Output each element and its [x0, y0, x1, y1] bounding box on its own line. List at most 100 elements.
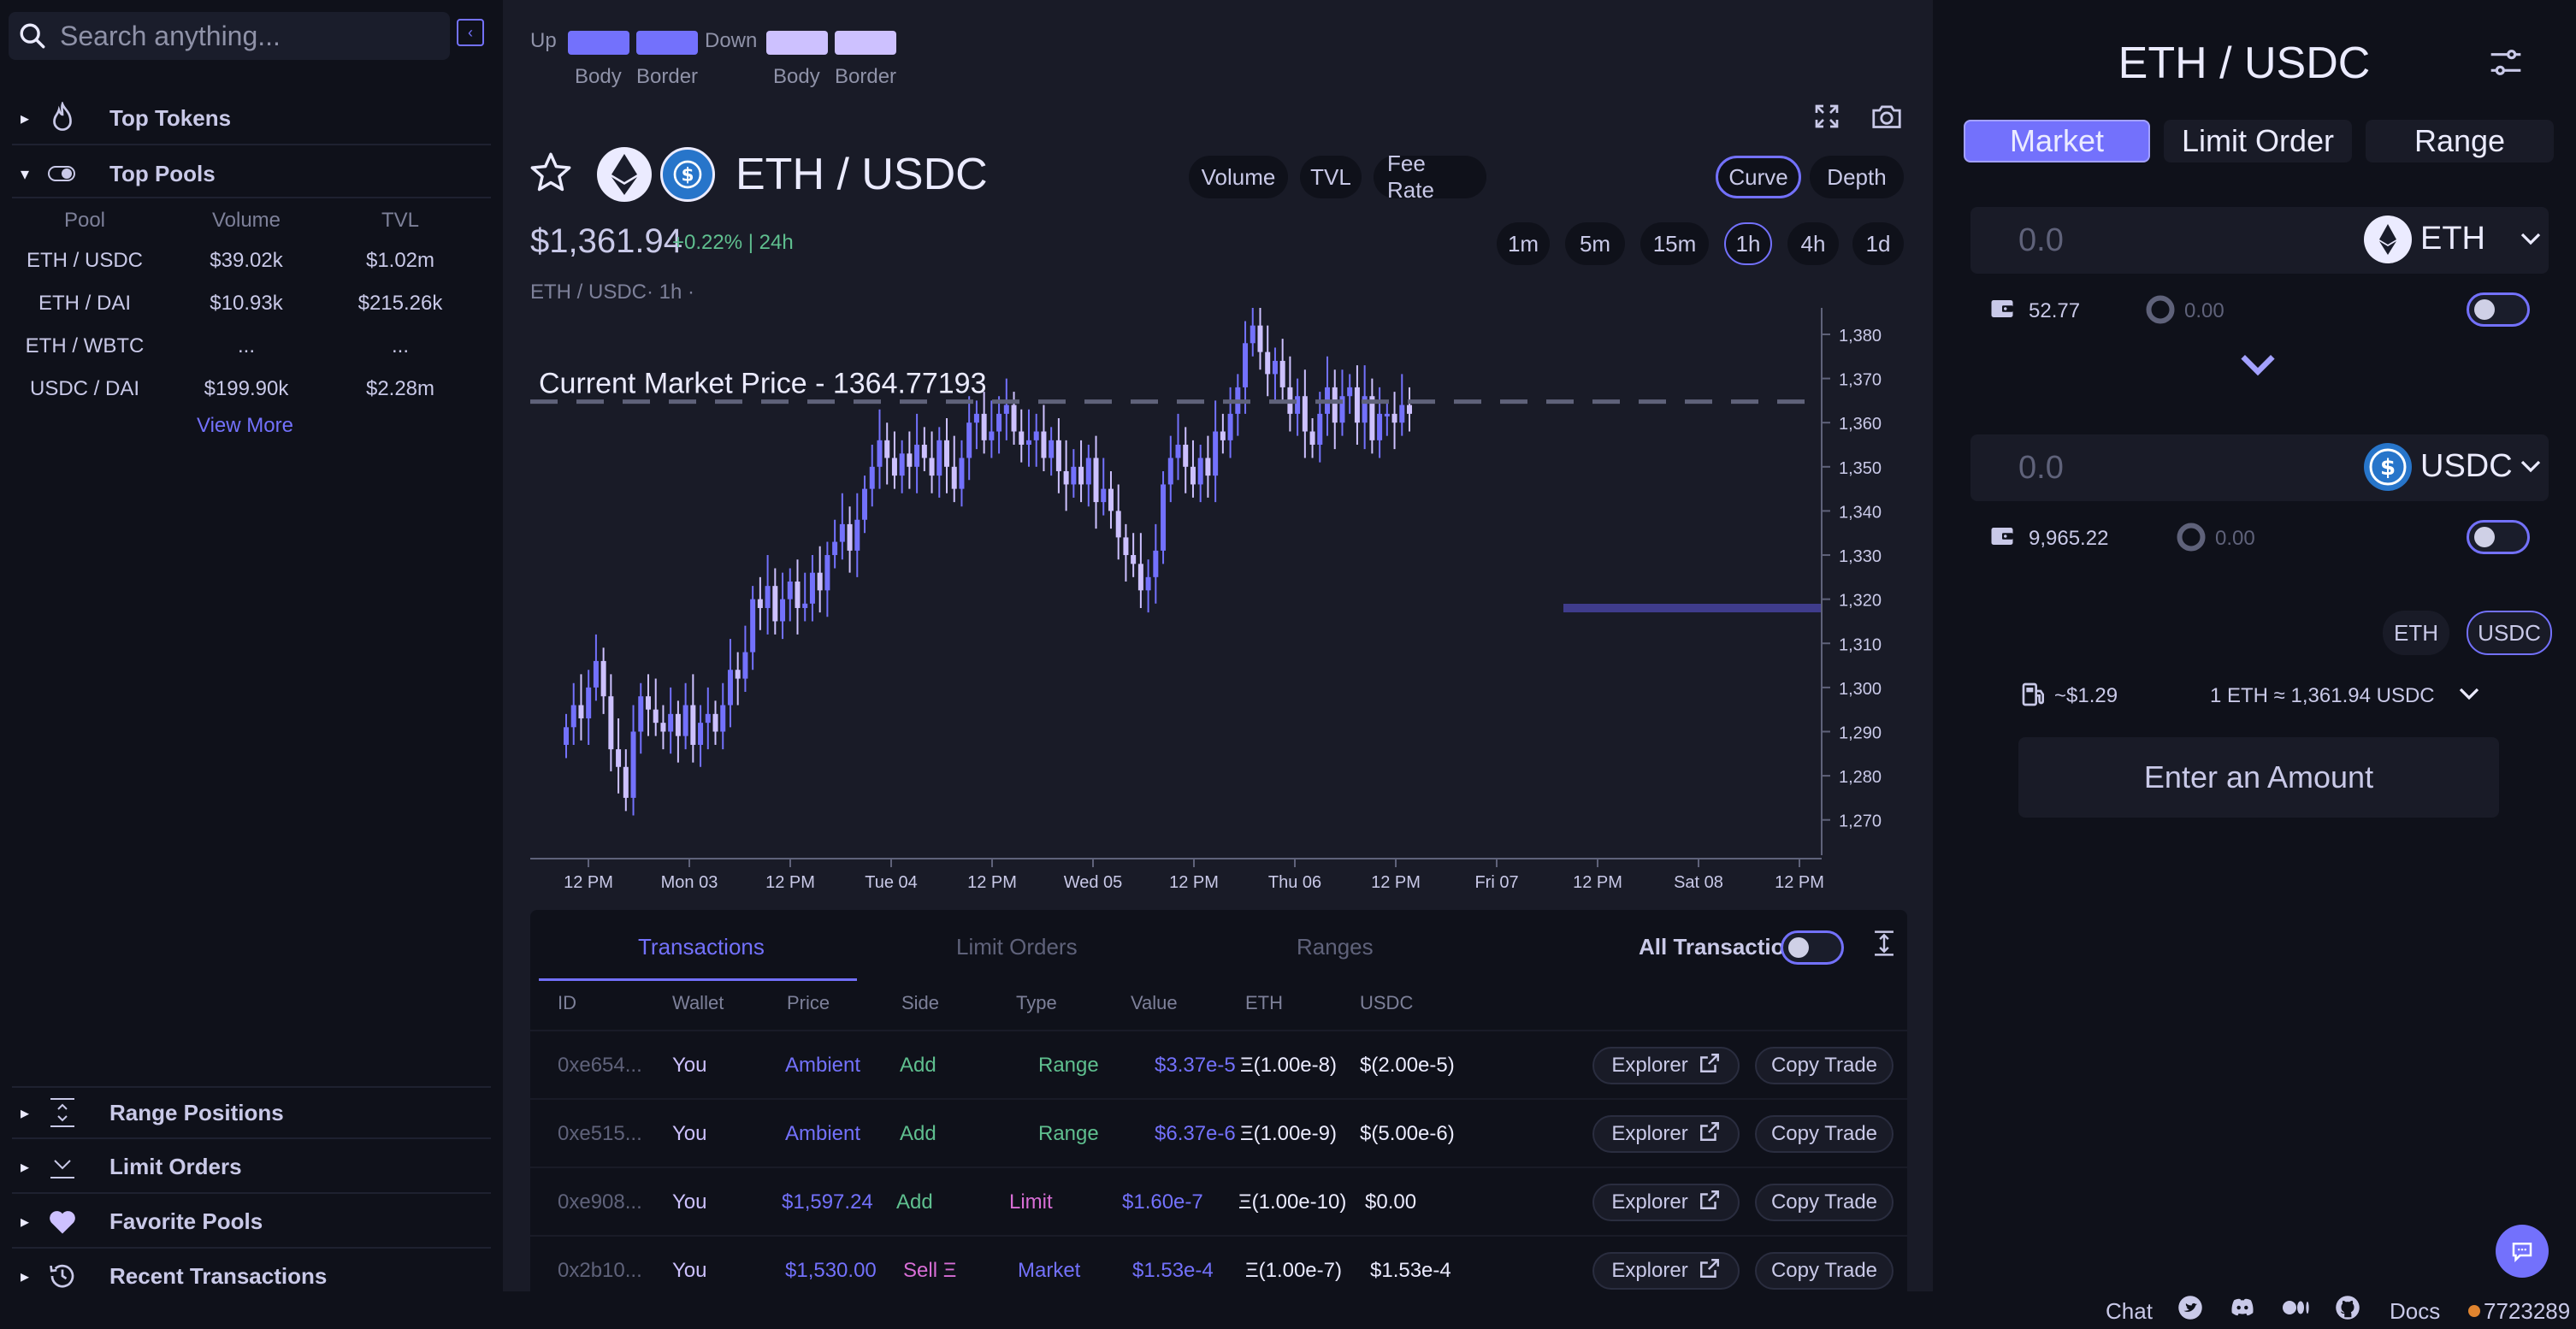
docs-link[interactable]: Docs [2390, 1298, 2441, 1324]
candle-body [989, 431, 995, 440]
settings-sliders-icon[interactable] [2489, 48, 2523, 81]
token-a-amount[interactable]: 0.0 [2018, 222, 2064, 258]
all-transactions-toggle[interactable] [1781, 930, 1844, 965]
sidebar-section-limit-orders[interactable]: ▸ Limit Orders [12, 1141, 491, 1194]
table-row[interactable]: 0xe654... You Ambient Add Range $3.37e-5… [530, 1030, 1907, 1098]
discord-icon[interactable] [2229, 1295, 2256, 1326]
table-row[interactable]: ETH / DAI $10.93k $215.26k [0, 282, 501, 325]
candle-body [570, 705, 576, 728]
timeframe-4h-button[interactable]: 4h [1787, 222, 1839, 265]
candle-body [1049, 440, 1055, 458]
denom-usdc-button[interactable]: USDC [2467, 611, 2552, 655]
enter-amount-button[interactable]: Enter an Amount [2018, 737, 2499, 818]
token-b-amount[interactable]: 0.0 [2018, 450, 2064, 486]
token-a-input[interactable]: 0.0 ETH [1970, 207, 2549, 274]
tab-ranges[interactable]: Ranges [1297, 934, 1374, 960]
fee-rate-toggle-button[interactable]: Fee Rate [1374, 151, 1486, 203]
token-b-symbol[interactable]: USDC [2420, 448, 2513, 484]
copy-trade-button[interactable]: Copy Trade [1755, 1184, 1894, 1221]
candle-body [564, 727, 569, 745]
exchange-rate[interactable]: 1 ETH ≈ 1,361.94 USDC [2210, 684, 2435, 707]
wallet-balance[interactable]: 9,965.22 [2029, 527, 2109, 550]
up-body-swatch[interactable] [568, 31, 629, 55]
candle-body [1205, 458, 1211, 476]
sidebar-section-top-tokens[interactable]: ▸ Top Tokens [12, 92, 491, 145]
tab-range[interactable]: Range [2366, 120, 2554, 162]
up-border-swatch[interactable] [636, 31, 698, 55]
star-icon[interactable] [529, 151, 573, 199]
tab-limit-order[interactable]: Limit Order [2164, 120, 2352, 162]
explorer-button[interactable]: Explorer [1592, 1184, 1740, 1221]
chevron-down-icon[interactable] [2518, 226, 2544, 256]
copy-trade-button[interactable]: Copy Trade [1755, 1115, 1894, 1153]
external-link-icon [1699, 1052, 1721, 1080]
depth-view-button[interactable]: Depth [1810, 156, 1904, 198]
tab-limit-orders[interactable]: Limit Orders [956, 934, 1078, 960]
tab-transactions[interactable]: Transactions [638, 934, 765, 960]
sidebar-section-favorite-pools[interactable]: ▸ Favorite Pools [12, 1196, 491, 1249]
table-row[interactable]: USDC / DAI $199.90k $2.28m [0, 368, 501, 411]
tx-side: Add [900, 1054, 936, 1077]
swap-direction-icon[interactable] [2236, 342, 2280, 391]
explorer-button[interactable]: Explorer [1592, 1115, 1740, 1153]
token-a-symbol[interactable]: ETH [2420, 221, 2485, 257]
token-b-exchange-toggle[interactable] [2467, 520, 2530, 554]
curve-view-button[interactable]: Curve [1716, 156, 1801, 198]
timeframe-1h-button[interactable]: 1h [1724, 222, 1772, 265]
search-box[interactable] [9, 12, 450, 60]
table-row[interactable]: 0x2b10... You $1,530.00 Sell Ξ Market $1… [530, 1235, 1907, 1303]
tx-id[interactable]: 0x2b10... [558, 1259, 642, 1282]
medium-icon[interactable] [2282, 1297, 2311, 1325]
timeframe-15m-button[interactable]: 15m [1640, 222, 1709, 265]
tx-id[interactable]: 0xe515... [558, 1122, 642, 1145]
sidebar-section-range-positions[interactable]: ▸ Range Positions [12, 1086, 491, 1139]
explorer-button[interactable]: Explorer [1592, 1047, 1740, 1084]
current-price-annotation: Current Market Price - 1364.77193 [539, 368, 986, 400]
price-chart[interactable]: Current Market Price - 1364.77193 1,380 1… [503, 308, 1933, 907]
tx-id[interactable]: 0xe654... [558, 1054, 642, 1077]
tx-wallet[interactable]: You [672, 1259, 707, 1282]
collapse-panel-icon[interactable] [1871, 929, 1897, 962]
chevron-down-icon[interactable] [2518, 453, 2544, 483]
collapse-sidebar-icon[interactable]: ‹ [457, 19, 484, 46]
token-a-exchange-toggle[interactable] [2467, 292, 2530, 327]
exchange-balance[interactable]: 0.00 [2184, 299, 2224, 322]
copy-trade-button[interactable]: Copy Trade [1755, 1252, 1894, 1290]
y-tick-label: 1,280 [1839, 768, 1882, 787]
denom-eth-button[interactable]: ETH [2383, 611, 2449, 655]
chevron-down-icon[interactable] [2456, 681, 2482, 711]
volume-toggle-button[interactable]: Volume [1189, 156, 1288, 198]
chat-bubble-icon[interactable] [2496, 1225, 2549, 1278]
tx-usdc: $0.00 [1365, 1190, 1417, 1214]
table-row[interactable]: ETH / WBTC ... ... [0, 325, 501, 368]
table-row[interactable]: 0xe515... You Ambient Add Range $6.37e-6… [530, 1098, 1907, 1167]
tx-id[interactable]: 0xe908... [558, 1190, 642, 1214]
down-border-swatch[interactable] [835, 31, 896, 55]
sidebar-section-top-pools[interactable]: ▾ Top Pools [12, 147, 491, 200]
camera-icon[interactable] [1870, 99, 1904, 133]
tab-market[interactable]: Market [1964, 120, 2150, 162]
explorer-button[interactable]: Explorer [1592, 1252, 1740, 1290]
timeframe-5m-button[interactable]: 5m [1565, 222, 1625, 265]
timeframe-1m-button[interactable]: 1m [1497, 222, 1550, 265]
search-input[interactable] [60, 20, 428, 52]
caret-right-icon: ▸ [20, 1212, 30, 1232]
tvl-toggle-button[interactable]: TVL [1300, 156, 1362, 198]
copy-trade-button[interactable]: Copy Trade [1755, 1047, 1894, 1084]
down-body-swatch[interactable] [766, 31, 828, 55]
token-b-input[interactable]: 0.0 $ USDC [1970, 434, 2549, 501]
github-icon[interactable] [2335, 1295, 2360, 1326]
tx-wallet[interactable]: You [672, 1054, 707, 1077]
tx-wallet[interactable]: You [672, 1190, 707, 1214]
expand-icon[interactable] [1810, 99, 1844, 133]
candle-body [1407, 405, 1412, 414]
tx-wallet[interactable]: You [672, 1122, 707, 1145]
chat-link[interactable]: Chat [2106, 1298, 2153, 1324]
exchange-balance[interactable]: 0.00 [2215, 527, 2255, 550]
twitter-icon[interactable] [2177, 1295, 2203, 1326]
table-row[interactable]: ETH / USDC $39.02k $1.02m [0, 239, 501, 282]
timeframe-1d-button[interactable]: 1d [1852, 222, 1904, 265]
view-more-link[interactable]: View More [197, 414, 293, 437]
table-row[interactable]: 0xe908... You $1,597.24 Add Limit $1.60e… [530, 1167, 1907, 1235]
wallet-balance[interactable]: 52.77 [2029, 299, 2081, 322]
